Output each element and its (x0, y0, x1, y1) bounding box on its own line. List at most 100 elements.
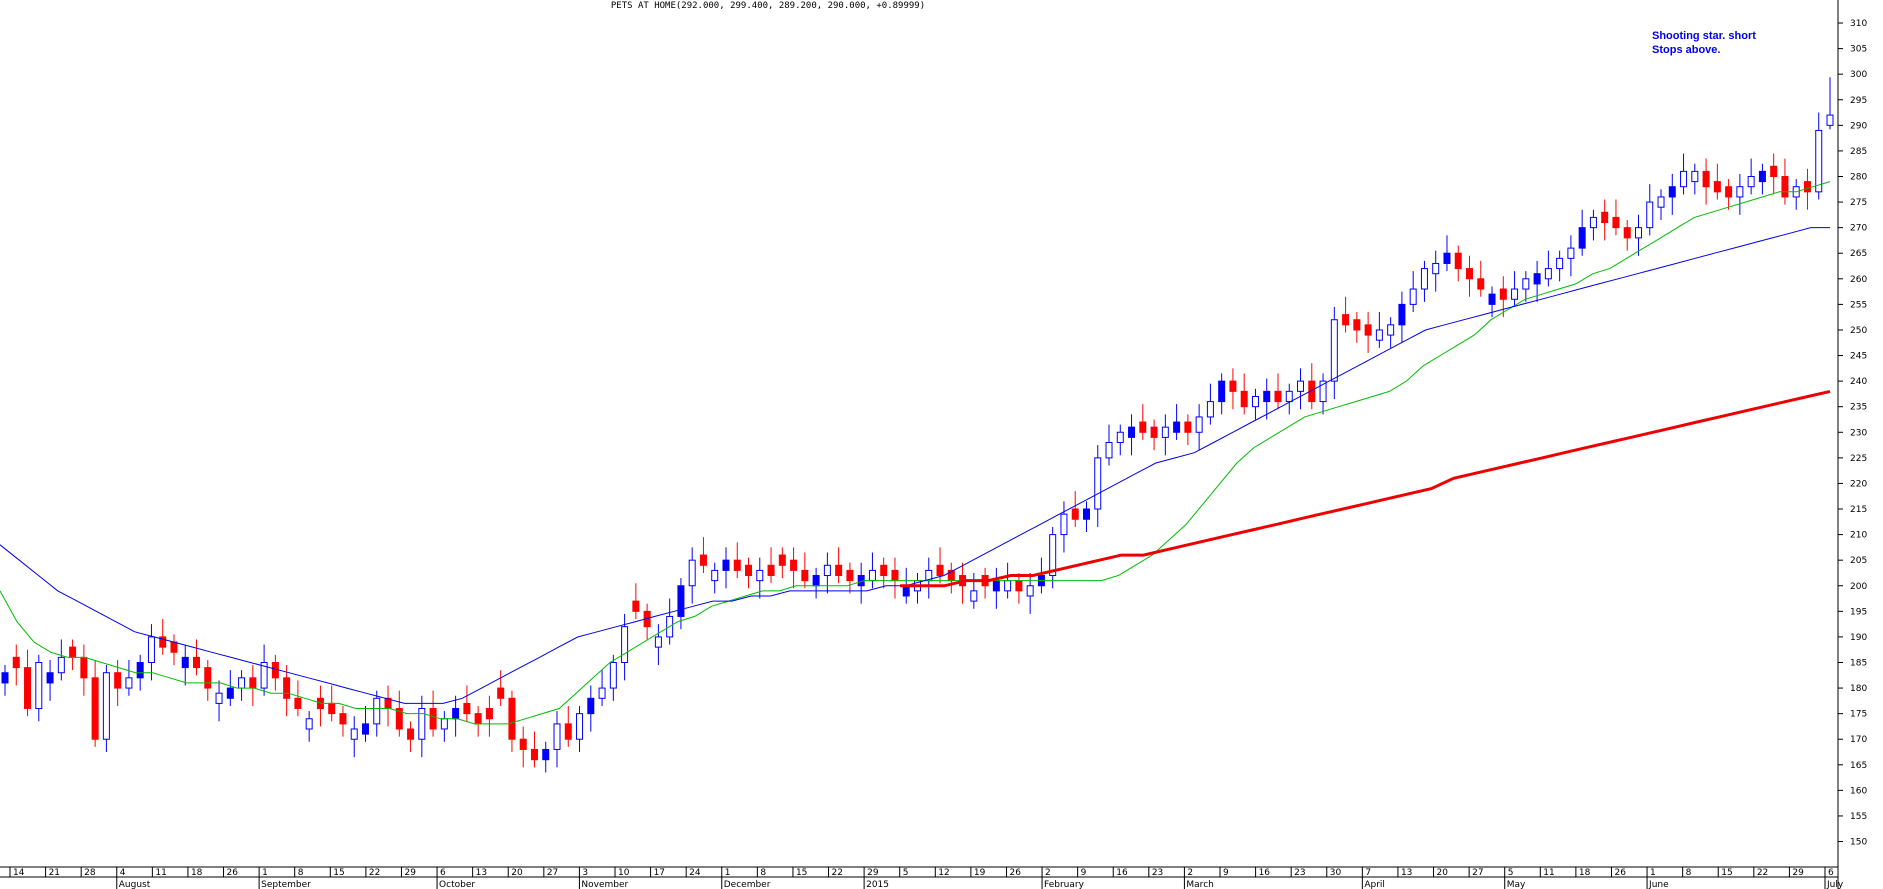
y-tick-label: 270 (1850, 224, 1867, 234)
x-day-label: 11 (155, 868, 166, 878)
chart-frame (0, 0, 1839, 889)
candle-body (463, 702, 471, 715)
x-day-label: 26 (1614, 868, 1626, 878)
x-day-label: 13 (476, 868, 487, 878)
x-month-label: May (1507, 880, 1526, 889)
candle-body (1049, 534, 1057, 577)
y-tick-label: 260 (1850, 275, 1867, 285)
y-tick-label: 190 (1850, 633, 1867, 643)
candle-body (1387, 324, 1395, 336)
x-day-label: 1 (262, 868, 268, 878)
candle-body (1319, 380, 1327, 403)
candle-body (125, 677, 133, 689)
ma-short-line (0, 181, 1831, 725)
candle-body (846, 569, 854, 582)
x-day-label: 23 (1294, 868, 1305, 878)
candle-body (1522, 278, 1530, 290)
candle-body (57, 656, 65, 674)
candle-body (1218, 380, 1226, 403)
candle-body (1150, 426, 1158, 438)
candle-body (1634, 227, 1642, 239)
x-day-label: 2 (1045, 868, 1051, 878)
y-tick-label: 280 (1850, 172, 1867, 182)
candle-body (1657, 196, 1665, 208)
x-month-label: 2015 (866, 880, 889, 889)
candle-body (1680, 170, 1688, 188)
candle-body (1342, 314, 1350, 326)
candle-body (1184, 421, 1192, 433)
candle-body (418, 708, 426, 740)
candle-body (812, 575, 820, 587)
candle-body (1128, 426, 1136, 438)
candle-body (1567, 247, 1575, 259)
candle-body (1466, 268, 1474, 280)
candle-body (1432, 262, 1440, 275)
candle-body (1240, 390, 1248, 408)
x-day-label: 1 (725, 868, 731, 878)
y-tick-label: 195 (1850, 607, 1867, 617)
x-day-label: 29 (867, 868, 879, 878)
candle-body (688, 559, 696, 587)
candle-body (823, 564, 831, 577)
candle-body (1285, 390, 1293, 403)
candle-body (1094, 457, 1102, 510)
candle-body (24, 667, 32, 710)
candle-body (835, 564, 843, 577)
candle-body (407, 728, 415, 740)
x-day-label: 26 (1009, 868, 1021, 878)
candle-body (1758, 170, 1766, 183)
y-tick-label: 235 (1850, 403, 1867, 413)
annotation-note: Shooting star. short Stops above. (1652, 29, 1756, 57)
x-month-label: March (1186, 880, 1213, 889)
candle-body (1375, 329, 1383, 341)
y-tick-label: 255 (1850, 300, 1867, 310)
candle-body (136, 661, 144, 679)
candle-body (1826, 114, 1834, 126)
candle-body (1004, 580, 1012, 592)
candle-body (790, 559, 798, 571)
annotation-line-2: Stops above. (1652, 44, 1721, 56)
candle-body (159, 636, 167, 648)
x-day-label: 22 (369, 868, 380, 878)
candle-body (1409, 288, 1417, 305)
ma-medium-line (0, 227, 1830, 704)
x-month-label: November (581, 880, 628, 889)
candle-body (350, 728, 358, 740)
x-day-label: 28 (84, 868, 96, 878)
candle-body (1274, 390, 1282, 403)
candle-body (1026, 585, 1034, 597)
x-month-label: April (1364, 880, 1385, 889)
candle-body (1612, 216, 1620, 229)
candle-body (1173, 421, 1181, 433)
x-day-label: 14 (13, 868, 25, 878)
x-day-label: 11 (1543, 868, 1554, 878)
candle-body (305, 718, 313, 730)
candle-body (114, 672, 122, 689)
y-tick-label: 265 (1850, 249, 1867, 259)
candle-body (936, 564, 944, 577)
y-tick-label: 300 (1850, 70, 1867, 80)
x-day-label: 7 (1365, 868, 1371, 878)
y-tick-label: 245 (1850, 352, 1867, 362)
y-tick-label: 290 (1850, 121, 1867, 131)
candle-body (1736, 186, 1744, 198)
y-tick-label: 165 (1850, 761, 1867, 771)
candle-body (1161, 426, 1169, 438)
candle-body (294, 697, 302, 710)
y-tick-label: 150 (1850, 838, 1867, 848)
candle-body (1206, 401, 1214, 418)
y-tick-label: 180 (1850, 684, 1867, 694)
x-day-label: 16 (1116, 868, 1128, 878)
x-axis: 14 21 28 4 11 18 26 1 8 15 22 29 6 13 20 27 3 10 17 24 1 8 15 2… (9, 867, 1844, 889)
y-tick-label: 250 (1850, 326, 1867, 336)
x-day-label: 17 (654, 868, 665, 878)
x-day-label: 23 (1152, 868, 1163, 878)
y-tick-label: 230 (1850, 428, 1867, 438)
candle-body (1601, 211, 1609, 224)
x-day-label: 29 (404, 868, 416, 878)
candle-body (283, 677, 291, 699)
candle-body (485, 708, 493, 720)
x-day-label: 18 (1579, 868, 1591, 878)
candle-body (226, 687, 234, 699)
candle-body (260, 661, 268, 689)
